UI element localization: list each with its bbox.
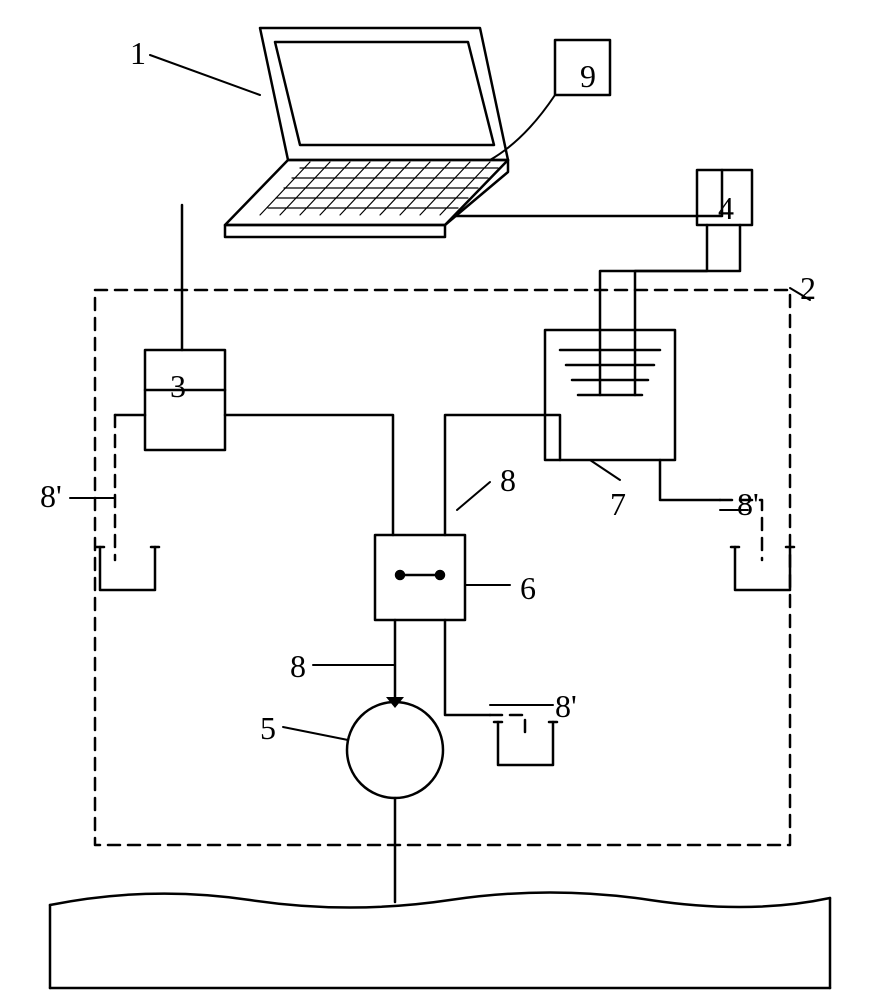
label-1: 1 — [130, 35, 146, 72]
label-8-a: 8 — [500, 462, 516, 499]
label-3: 3 — [170, 368, 186, 405]
label-8prime-right: 8' — [737, 486, 759, 523]
label-6: 6 — [520, 570, 536, 607]
label-2: 2 — [800, 270, 816, 307]
label-9: 9 — [580, 58, 596, 95]
label-4: 4 — [718, 190, 734, 227]
laptop — [225, 28, 508, 237]
beaker-left — [96, 547, 159, 590]
box-6 — [375, 535, 465, 620]
label-7: 7 — [610, 486, 626, 523]
drawing-group — [50, 28, 830, 988]
beaker-right — [731, 547, 794, 590]
wavy-band — [50, 893, 830, 989]
label-8prime-left: 8' — [40, 478, 62, 515]
label-5: 5 — [260, 710, 276, 747]
tank-7 — [545, 330, 675, 460]
pump-5 — [347, 697, 443, 798]
label-8prime-mid: 8' — [555, 688, 577, 725]
label-8-b: 8 — [290, 648, 306, 685]
diagram-canvas: 1 9 4 2 3 8' 8 7 8' 6 8 8' 5 — [0, 0, 878, 1000]
